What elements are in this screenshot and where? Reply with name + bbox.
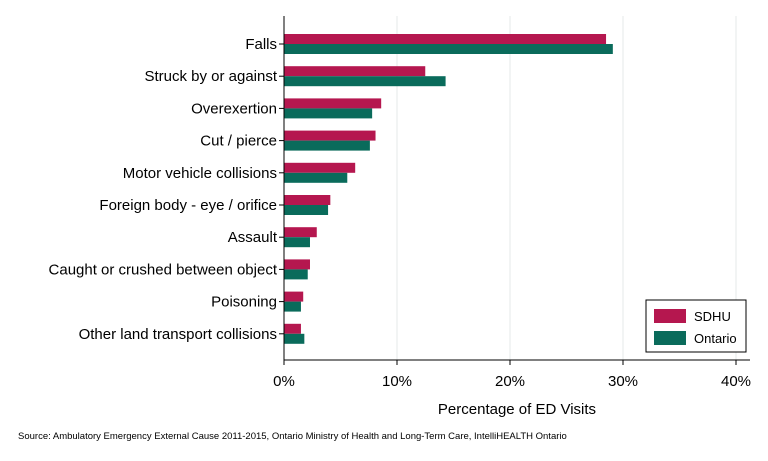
bar-sdhu-0 [284, 34, 607, 44]
bar-sdhu-5 [284, 195, 331, 205]
category-labels: Falls Struck by or against Overexertion Cut… [49, 36, 278, 343]
bar-ontario-5 [284, 205, 329, 215]
category-label: Motor vehicle collisions [123, 165, 277, 182]
axes [279, 16, 750, 365]
legend-label-sdhu: SDHU [694, 309, 731, 324]
bar-ontario-4 [284, 172, 348, 183]
x-tick-label: 30% [608, 373, 638, 390]
bar-ontario-9 [284, 333, 305, 344]
legend-swatch-sdhu [654, 309, 686, 323]
bar-sdhu-1 [284, 66, 426, 77]
x-tick-label: 40% [721, 373, 751, 390]
bars [284, 34, 613, 344]
x-axis-title: Percentage of ED Visits [438, 401, 596, 418]
bar-ontario-3 [284, 140, 370, 151]
legend: SDHU Ontario [645, 299, 747, 353]
legend-label-ontario: Ontario [694, 331, 737, 346]
bar-ontario-6 [284, 237, 310, 248]
category-label: Poisoning [211, 294, 277, 311]
bar-ontario-8 [284, 301, 301, 312]
category-label: Falls [245, 36, 277, 53]
legend-swatch-ontario [654, 331, 686, 345]
category-label: Assault [228, 229, 278, 246]
category-label: Caught or crushed between object [49, 261, 278, 278]
bar-ontario-0 [284, 44, 613, 54]
x-tick-label: 0% [273, 373, 295, 390]
bar-ontario-7 [284, 269, 308, 280]
x-tick-label: 20% [495, 373, 525, 390]
x-tick-label: 10% [382, 373, 412, 390]
source-note: Source: Ambulatory Emergency External Ca… [18, 431, 567, 442]
bar-ontario-2 [284, 108, 373, 119]
bar-sdhu-8 [284, 291, 304, 302]
category-label: Cut / pierce [200, 133, 277, 150]
category-label: Struck by or against [144, 68, 277, 85]
category-label: Other land transport collisions [79, 326, 277, 343]
bar-ontario-1 [284, 76, 446, 87]
bar-sdhu-3 [284, 130, 376, 141]
bar-sdhu-7 [284, 259, 310, 270]
category-label: Foreign body - eye / orifice [99, 197, 277, 214]
category-label: Overexertion [191, 100, 277, 117]
bar-sdhu-4 [284, 162, 356, 173]
bar-sdhu-9 [284, 323, 301, 334]
bar-sdhu-2 [284, 98, 382, 109]
x-tick-labels: 0% 10% 20% 30% 40% [273, 373, 751, 390]
bar-sdhu-6 [284, 227, 317, 238]
